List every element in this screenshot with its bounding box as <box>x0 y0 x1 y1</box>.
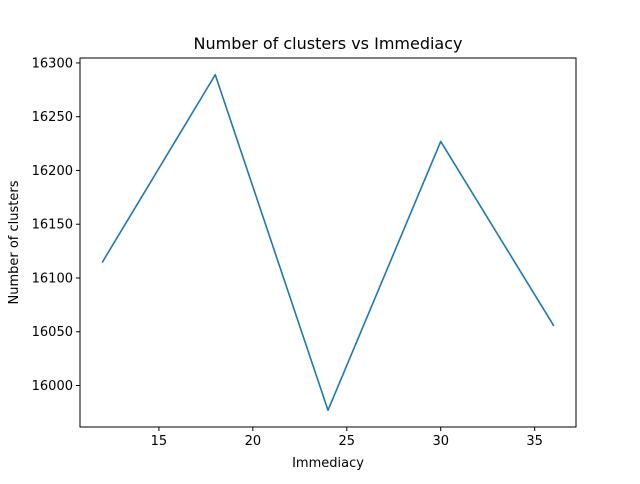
y-tick-label: 16150 <box>32 218 73 233</box>
series-layer <box>101 73 555 412</box>
x-axis-ticks: 15 20 25 30 35 <box>151 427 543 449</box>
x-tick-label: 20 <box>245 434 262 449</box>
y-tick-label: 16100 <box>32 271 73 286</box>
y-tick-label: 16000 <box>32 379 73 394</box>
y-tick-label: 16050 <box>32 325 73 340</box>
series-line <box>101 73 555 412</box>
x-tick-label: 30 <box>432 434 449 449</box>
x-tick-label: 35 <box>526 434 543 449</box>
x-axis-label: Immediacy <box>292 456 364 471</box>
y-axis-label: Number of clusters <box>7 180 22 304</box>
chart-title: Number of clusters vs Immediacy <box>194 34 463 53</box>
y-axis-ticks: 16000 16050 16100 16150 16200 16250 16300 <box>32 56 80 394</box>
y-tick-label: 16200 <box>32 164 73 179</box>
plot-area-frame <box>79 57 577 428</box>
x-tick-label: 25 <box>339 434 356 449</box>
x-tick-label: 15 <box>151 434 168 449</box>
y-tick-label: 16250 <box>32 110 73 125</box>
y-tick-label: 16300 <box>32 56 73 71</box>
